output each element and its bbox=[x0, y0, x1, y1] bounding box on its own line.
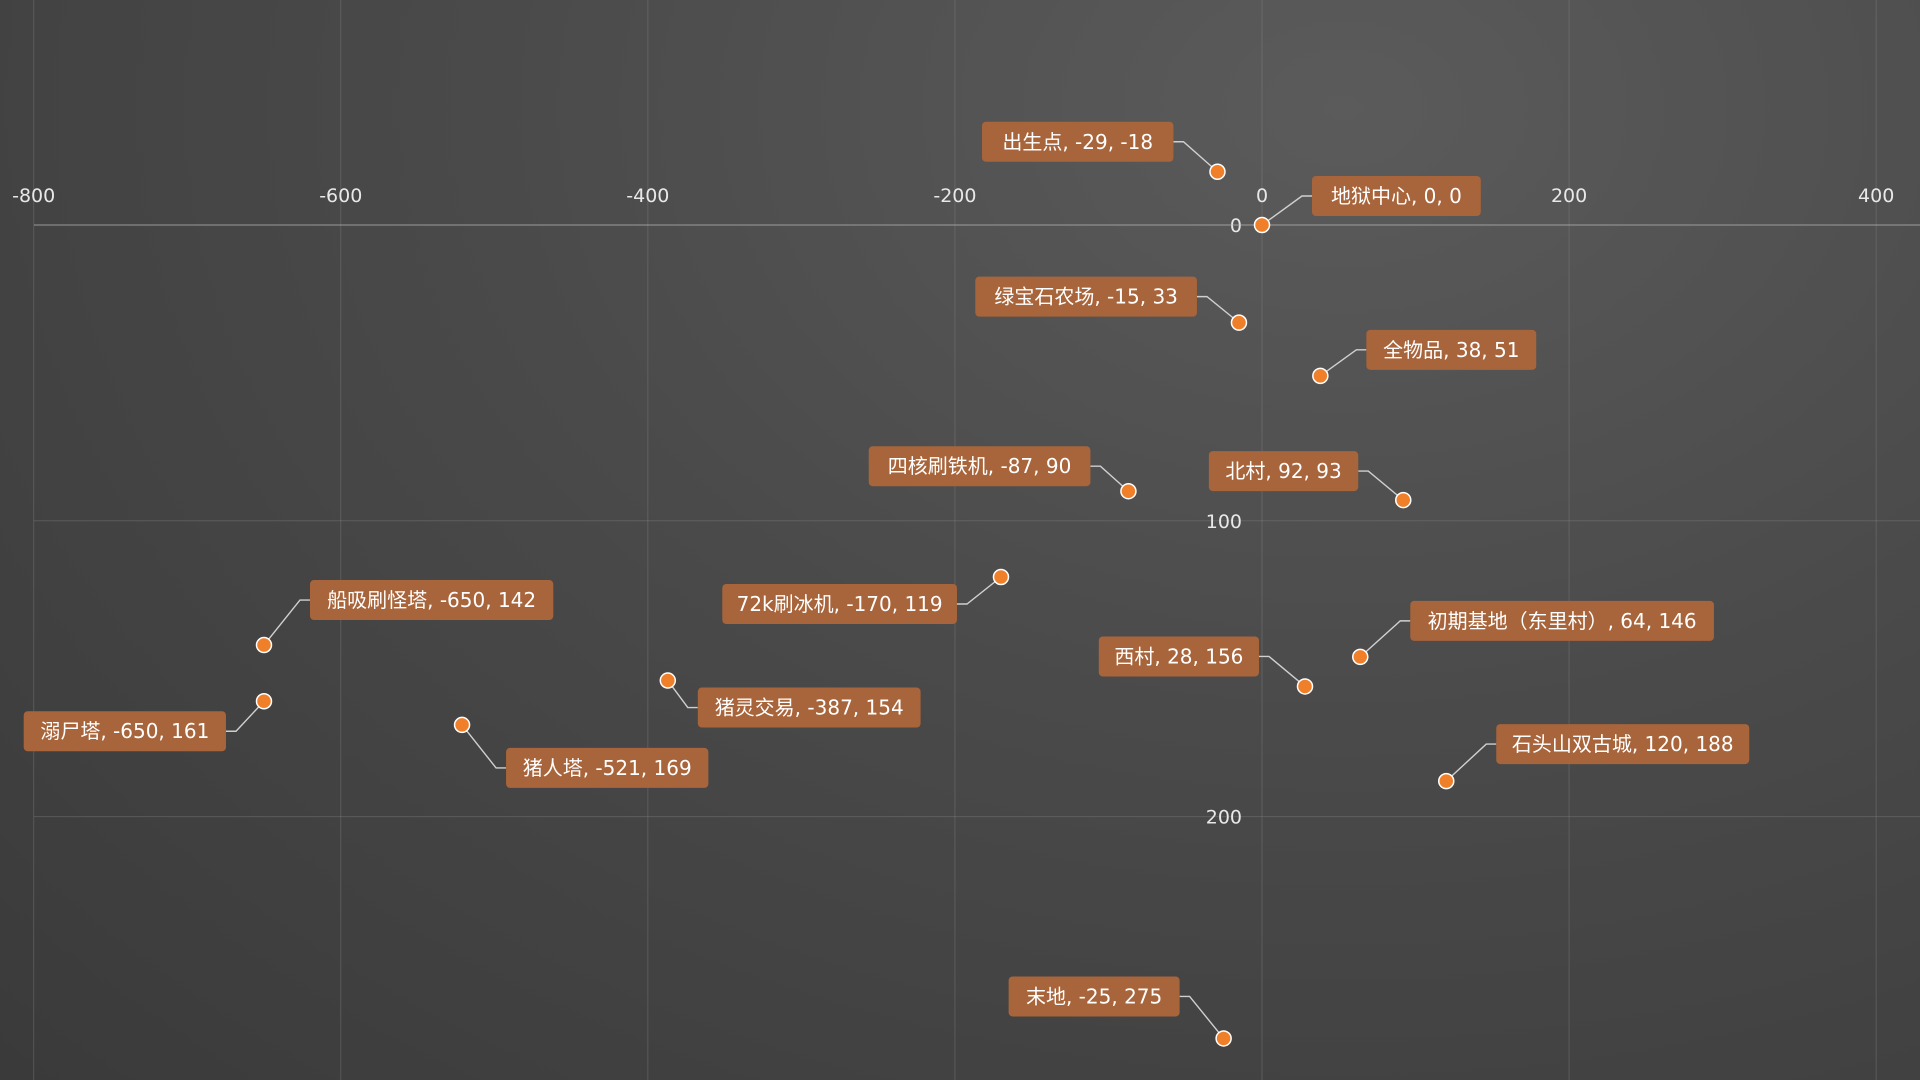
leader-line bbox=[1090, 465, 1129, 492]
data-point bbox=[1253, 216, 1271, 234]
y-tick-label: 100 bbox=[1206, 511, 1242, 533]
leader-line bbox=[1359, 620, 1411, 658]
x-tick-label: 200 bbox=[1551, 185, 1587, 207]
data-points bbox=[255, 163, 1455, 1047]
axes: -800 -600 -400 -200 0 200 400 0 100 200 bbox=[12, 185, 1920, 829]
leader-line bbox=[1179, 995, 1225, 1039]
data-point bbox=[1395, 491, 1412, 509]
data-label-box bbox=[1208, 451, 1359, 492]
data-label-box bbox=[1008, 976, 1180, 1017]
data-label-box bbox=[506, 747, 709, 788]
data-label-box bbox=[309, 580, 554, 621]
leader-line bbox=[225, 700, 265, 732]
data-label: 初期基地（东里村）, 64, 146 bbox=[1428, 609, 1697, 633]
data-point bbox=[255, 636, 273, 654]
data-label: 绿宝石农场, -15, 33 bbox=[994, 285, 1178, 309]
x-tick-label: -800 bbox=[12, 185, 55, 207]
data-label: 船吸刷怪塔, -650, 142 bbox=[327, 588, 536, 612]
x-tick-label: -200 bbox=[933, 185, 976, 207]
leader-lines bbox=[225, 141, 1497, 1039]
data-label-box bbox=[1366, 329, 1537, 370]
data-point bbox=[1352, 648, 1369, 666]
data-label-box bbox=[1312, 176, 1481, 216]
data-point bbox=[659, 672, 677, 689]
x-tick-label: 0 bbox=[1256, 185, 1268, 207]
y-tick-label: 200 bbox=[1206, 807, 1242, 829]
data-label: 石头山双古城, 120, 188 bbox=[1512, 732, 1734, 756]
data-label: 地狱中心, 0, 0 bbox=[1331, 184, 1462, 208]
data-point bbox=[255, 692, 273, 710]
data-label-box bbox=[23, 711, 226, 752]
leader-line bbox=[1358, 470, 1404, 501]
data-label-box bbox=[868, 446, 1091, 487]
data-point bbox=[1312, 367, 1329, 385]
leader-line bbox=[1445, 743, 1497, 782]
data-label-box bbox=[1098, 636, 1259, 677]
data-point bbox=[1120, 482, 1137, 500]
data-point bbox=[1209, 163, 1226, 181]
data-label-box bbox=[975, 276, 1197, 317]
data-label: 猪灵交易, -387, 154 bbox=[715, 696, 904, 720]
data-label: 西村, 28, 156 bbox=[1114, 644, 1243, 668]
data-point bbox=[1437, 772, 1455, 790]
data-label-box bbox=[722, 584, 957, 625]
data-point bbox=[1230, 314, 1248, 331]
data-label: 出生点, -29, -18 bbox=[1002, 130, 1153, 154]
data-label-box bbox=[981, 121, 1174, 162]
data-label: 72k刷冰机, -170, 119 bbox=[737, 592, 943, 616]
data-label: 全物品, 38, 51 bbox=[1383, 338, 1519, 362]
leader-line bbox=[1173, 141, 1218, 173]
data-label: 末地, -25, 275 bbox=[1026, 984, 1162, 1008]
leader-line bbox=[461, 724, 507, 769]
data-label-box bbox=[1410, 600, 1714, 641]
data-label-box bbox=[1496, 724, 1750, 765]
x-tick-label: 400 bbox=[1858, 185, 1894, 207]
data-label: 溺尸塔, -650, 161 bbox=[40, 719, 209, 743]
data-point bbox=[1296, 678, 1314, 695]
leader-line bbox=[1319, 349, 1367, 377]
data-point bbox=[992, 568, 1010, 586]
y-tick-label: 0 bbox=[1230, 215, 1242, 237]
leader-line bbox=[667, 680, 698, 709]
data-label-box bbox=[697, 687, 921, 728]
data-label: 北村, 92, 93 bbox=[1225, 459, 1341, 483]
leader-line bbox=[1261, 195, 1312, 226]
x-tick-label: -400 bbox=[626, 185, 669, 207]
leader-line bbox=[1196, 295, 1240, 324]
leader-line bbox=[956, 576, 1002, 605]
data-labels: 出生点, -29, -18 地狱中心, 0, 0 绿宝石农场, -15, 33 全物品… bbox=[23, 121, 1750, 1017]
data-point bbox=[453, 716, 471, 734]
data-point bbox=[1215, 1030, 1232, 1047]
data-label: 猪人塔, -521, 169 bbox=[523, 756, 692, 780]
leader-line bbox=[1258, 655, 1306, 687]
data-label: 四核刷铁机, -87, 90 bbox=[888, 454, 1072, 478]
x-tick-label: -600 bbox=[319, 185, 362, 207]
leader-line bbox=[263, 599, 310, 646]
grid bbox=[33, 0, 1920, 1080]
